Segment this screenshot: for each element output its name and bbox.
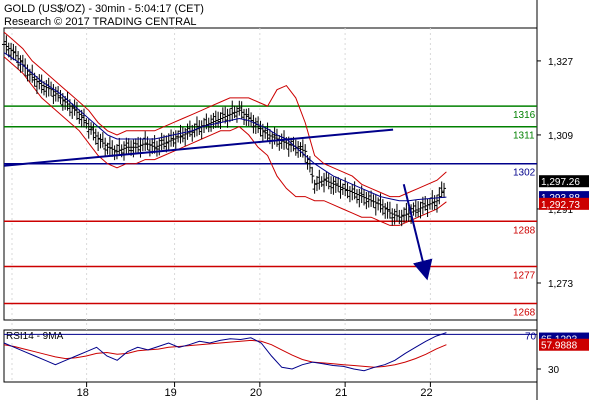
rsi-line [3,332,447,372]
level-label-1302: 1302 [513,168,536,179]
rsi-tick-label: 30 [548,365,560,376]
price-panel-frame [3,27,538,321]
date-label: 21 [335,387,347,399]
level-label-1288: 1288 [513,225,536,236]
price-tag-label: 1,297.26 [541,177,580,188]
rsi-value-tag-label: 57.9888 [541,341,578,352]
price-tick-label: 1,291 [548,205,573,216]
rsi-label: RSI14 - 9MA [6,331,64,342]
date-label: 20 [250,387,262,399]
chart-title: GOLD (US$/OZ) - 30min - 5:04:17 (CET) [4,3,204,15]
price-tag-box [539,197,589,210]
chart-subtitle: Research © 2017 TRADING CENTRAL [4,16,197,28]
rsi-level-label: 70 [525,331,537,342]
date-label: 22 [420,387,432,399]
date-label: 18 [77,387,89,399]
price-tag-label: 1,292.73 [541,200,580,211]
lower-band-line [3,56,447,226]
rsi-value-tag-box [539,338,589,351]
price-tick-label: 1,327 [548,57,573,68]
date-label: 19 [165,387,177,399]
price-tick-label: 1,273 [548,279,573,290]
forecast-arrow [402,184,433,281]
price-tag-box [539,175,589,188]
rsi-ma-line [3,339,447,368]
trendline [3,128,394,167]
level-label-1268: 1268 [513,308,536,319]
upper-band-line [3,31,447,198]
moving-average-line [3,52,447,202]
level-label-1311: 1311 [513,131,535,142]
price-tick-label: 1,309 [548,131,573,142]
level-label-1277: 1277 [513,271,536,282]
level-label-1316: 1316 [513,110,536,121]
